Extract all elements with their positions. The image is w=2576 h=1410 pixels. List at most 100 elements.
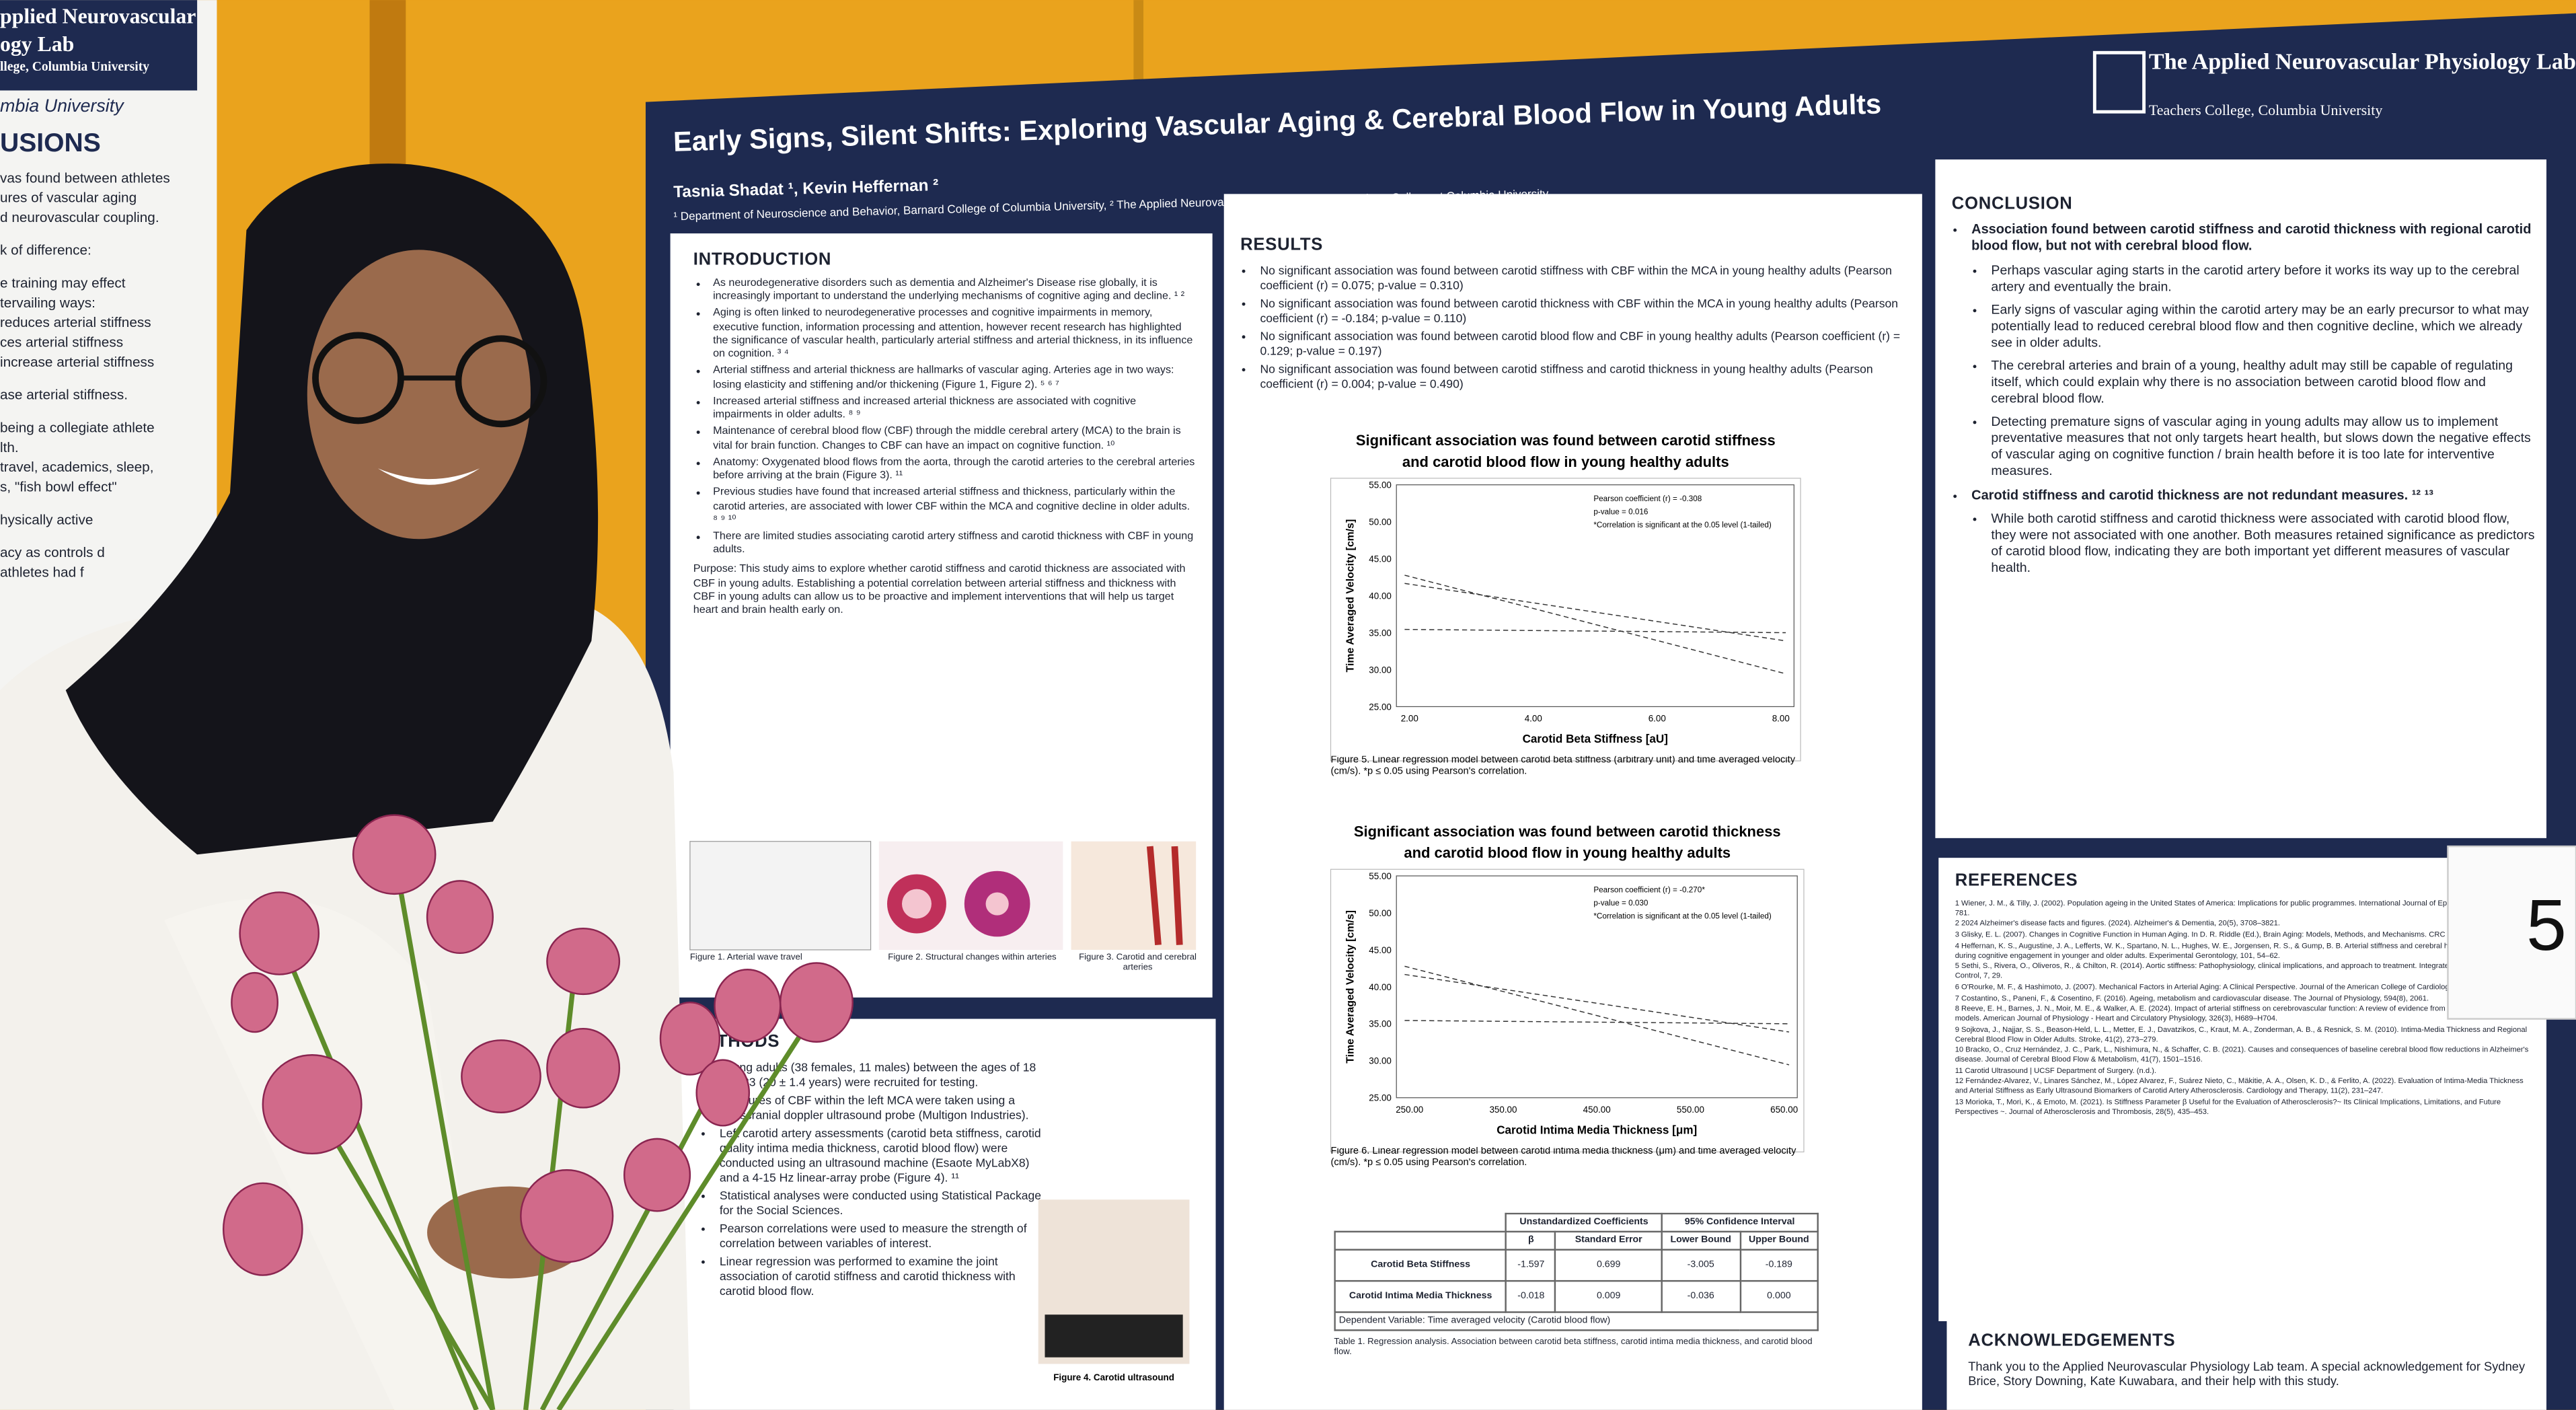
cell: 0.009 [1554,1279,1663,1313]
header: Standard Error [1554,1230,1663,1251]
fit-line [1404,973,1790,1033]
item: Pearson correlations were used to measur… [720,1221,1049,1251]
row: Carotid Intima Media Thickness -0.018 0.00… [1334,1279,1819,1313]
banner-line: ogy Lab [0,31,75,57]
header: Unstandardized Coefficients [1505,1212,1663,1233]
conclusion-box: CONCLUSION Association found between car… [1952,194,2535,835]
banner-line: d neurovascular coupling. [0,209,159,225]
x-tick-label: 8.00 [1772,713,1790,723]
glasses [312,332,404,424]
annotation: *Correlation is significant at the 0.05 … [1593,912,1772,921]
plot-area [1330,868,1805,1152]
y-axis-label: Time Averaged Velocity [cm/s] [1345,519,1357,673]
y-tick-label: 25.00 [1369,702,1392,712]
row: Carotid Beta Stiffness -1.597 0.699 -3.005-… [1334,1249,1819,1282]
caption: Figure 5. Linear regression model betwee… [1330,755,1796,778]
banner-line: ase arterial stiffness. [0,386,128,403]
ack-box: ACKNOWLEDGEMENTS Thank you to the Applie… [1968,1331,2535,1410]
sub-point: Detecting premature signs of vascular ag… [1991,413,2535,479]
artery [901,889,932,919]
row: β Standard Error Lower Bound Upper Bound [1334,1230,1819,1251]
cell: -3.005 [1661,1249,1741,1282]
bullets: As neurodegenerative disorders such as d… [693,278,1196,558]
item: No significant association was found bet… [1260,263,1905,293]
x-tick-label: 450.00 [1583,1105,1611,1115]
banner-line: hysically active [0,511,93,528]
purpose: Purpose: This study aims to explore whet… [693,564,1186,617]
item: Arterial stiffness and arterial thicknes… [713,365,1196,392]
left-banner-header [0,0,198,91]
point-text: Carotid stiffness and carotid thickness … [1971,487,2433,503]
item: Anatomy: Oxygenated blood flows from the… [713,457,1196,484]
references-box: REFERENCES 1 Wiener, J. M., & Tilly, J. … [1955,871,2530,1315]
cell: -0.018 [1505,1279,1557,1313]
wall-seam [1133,0,1144,83]
x-tick-label: 550.00 [1677,1105,1704,1115]
sub-points: Perhaps vascular aging starts in the car… [1971,262,2535,479]
x-tick-label: 350.00 [1489,1105,1517,1115]
y-tick-label: 55.00 [1369,871,1392,881]
acknowledgements: ACKNOWLEDGEMENTS Thank you to the Applie… [1968,1331,2535,1410]
artery [1146,846,1183,946]
banner-line: llege, Columbia University [0,59,150,75]
chart-title-cont: and carotid blood flow in young healthy … [1402,453,1729,470]
y-tick-label: 45.00 [1369,554,1392,564]
results: RESULTS No significant association was f… [1240,235,1905,432]
heading: REFERENCES [1955,870,2078,891]
banner-line: tervailing ways: [0,294,96,311]
item: Maintenance of cerebral blood flow (CBF)… [713,426,1196,453]
bullets: Young adults (38 females, 11 males) betw… [690,1060,1048,1298]
cell: -0.036 [1661,1279,1741,1313]
number-card [2447,845,2576,1020]
methods-box: METHODS Young adults (38 females, 11 mal… [690,1032,1183,1402]
fit-line [1404,583,1786,642]
results-box: RESULTS No significant association was f… [1240,235,1905,432]
left-lines: pplied Neurovascular ogy Lab llege, Columb… [0,3,211,1318]
banner-line: e training may effect [0,274,126,291]
banner-line: mbia University [0,97,124,117]
item: 9 Sojkova, J., Najjar, S. S., Beason-Hel… [1955,1025,2528,1043]
points: Association found between carotid stiffn… [1952,222,2535,577]
cell: 0.000 [1739,1279,1819,1313]
caption: Figure 6. Linear regression model betwee… [1330,1147,1796,1169]
sub-points: While both carotid stiffness and carotid… [1971,511,2535,577]
table-grid: Unstandardized Coefficients 95% Confidenc… [1334,1212,1819,1331]
item: 1 Wiener, J. M., & Tilly, J. (2002). Pop… [1955,899,2526,917]
face [307,250,531,540]
caption: Figure 3. Carotid and cerebral arteries [1079,953,1197,974]
item: 7 Costantino, S., Paneni, F., & Cosentin… [1955,993,2429,1002]
lab-name: The Applied Neurovascular Physiology Lab [2149,50,2576,75]
fit-line [1404,965,1790,1066]
x-axis-label: Carotid Beta Stiffness [aU] [1523,733,1668,745]
plot-frame [1396,875,1798,1099]
chart-title-cont: and carotid blood flow in young healthy … [1404,844,1731,861]
sub-point: While both carotid stiffness and carotid… [1991,511,2535,577]
items: 1 Wiener, J. M., & Tilly, J. (2002). Pop… [1955,899,2530,1116]
bullets: No significant association was found bet… [1240,263,1905,392]
cell [1334,1230,1507,1251]
fit-line [1404,1020,1789,1025]
caption: Table 1. Regression analysis. Associatio… [1334,1337,1813,1358]
item: Aging is often linked to neurodegenerati… [713,308,1196,362]
chart-title: Significant association was found betwee… [1356,432,1776,449]
item: No significant association was found bet… [1260,361,1905,391]
chart-title-group: Significant association was found betwee… [1356,432,1776,470]
sign-number: 5 [2526,885,2567,965]
item: No significant association was found bet… [1260,296,1905,326]
glasses [455,335,547,428]
item: Linear regression was performed to exami… [720,1254,1049,1298]
item: 11 Carotid Ultrasound | UCSF Department … [1955,1066,2157,1074]
cell: -1.597 [1505,1249,1557,1282]
annotation: *Correlation is significant at the 0.05 … [1593,521,1772,529]
caption: Figure 4. Carotid ultrasound [1053,1372,1174,1382]
panel [1946,1311,2547,1410]
conclusion: CONCLUSION Association found between car… [1952,194,2535,835]
header: Lower Bound [1661,1230,1741,1251]
smile [377,468,480,485]
y-tick-label: 35.00 [1369,628,1392,638]
panel [1938,858,2547,1321]
caption: Figure 1. Arterial wave travel [689,953,802,963]
item: As neurodegenerative disorders such as d… [713,278,1196,305]
item: 8 Reeve, E. H., Barnes, J. N., Moir, M. … [1955,1004,2525,1023]
